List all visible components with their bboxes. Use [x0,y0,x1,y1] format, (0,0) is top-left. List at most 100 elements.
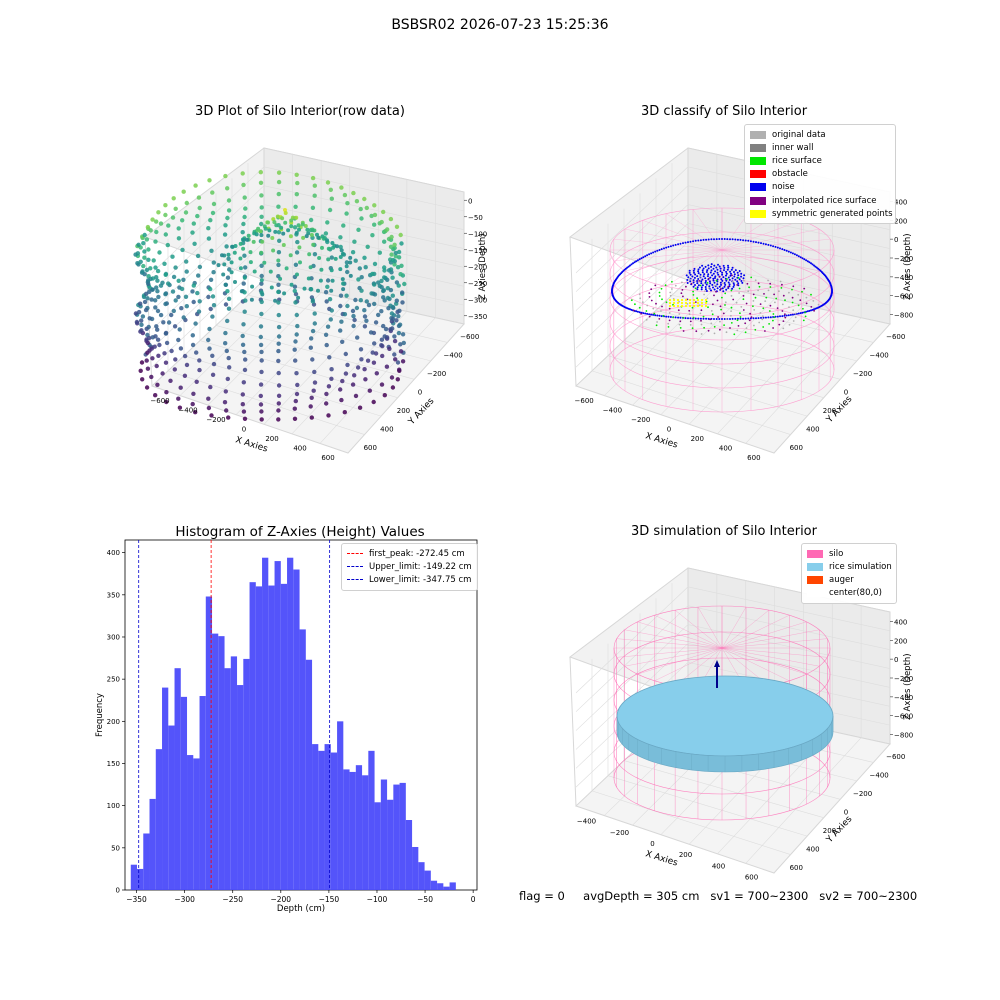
data-point [302,286,307,291]
surface-point [648,296,651,298]
data-point [292,406,297,411]
data-point [272,220,277,225]
noise-point [636,310,639,313]
surface-point [712,303,714,306]
noise-point [791,313,794,316]
silo-spoke [616,647,723,658]
data-point [149,374,154,380]
histogram-chart[interactable]: −350 −300 −250 −200 −150 −100 −50 0 0 50 100 150 20… [86,535,486,920]
data-point [150,287,155,292]
data-point [362,308,367,313]
noise-point [762,242,765,245]
panel1-3d-plot[interactable]: −600 −400 −200 0 200 400 600 600 400 200 0 −200 −40… [130,140,500,470]
noise-point [633,261,636,264]
data-point [353,297,358,303]
data-point [295,272,299,277]
panel1-xticks: −600 −400 −200 0 200 400 600 [150,397,334,462]
data-point [240,230,245,235]
surface-point [747,290,750,293]
surface-point [689,320,692,323]
data-point [292,284,298,289]
data-point [179,286,185,292]
data-point [259,281,264,286]
legend-item-silo: silo [807,547,891,560]
data-point [329,308,334,313]
xtick-label: −600 [150,397,169,405]
data-point [283,211,288,215]
legend-swatch [750,183,766,192]
data-point [362,367,367,372]
grid-line [745,317,862,444]
data-point [362,255,367,260]
data-point [398,342,403,347]
data-point [222,232,228,237]
data-point [365,358,371,363]
noise-point [642,312,645,315]
panel1-points [133,170,407,422]
data-point [350,308,356,314]
noise-point [692,285,695,288]
histogram-bar [162,687,169,890]
data-point [176,278,181,283]
surface-point [810,293,812,296]
histogram-xlabel: Depth (cm) [277,904,325,914]
data-point [284,266,289,271]
silo-spoke [721,228,820,251]
ytick-label: −400 [444,352,463,360]
noise-point [799,312,802,315]
data-point [223,389,228,394]
data-point [393,357,398,362]
noise-point [801,257,804,260]
data-point [243,298,248,303]
grid-line [575,643,891,750]
data-point [142,255,147,260]
panel4-3d-plot[interactable]: −400 −200 0 200 400 600 600 400 200 0 −200 −400 −60… [560,560,930,880]
surface-point [680,292,683,295]
data-point [163,292,168,297]
data-point [171,196,176,201]
surface-point [730,289,733,292]
noise-point [710,238,713,241]
data-point [289,224,294,229]
noise-point [769,244,772,247]
histogram-legend: first_peak: -272.45 cm Upper_limit: -149… [341,543,478,591]
ztick-label: −800 [894,732,913,740]
noise-point [739,317,742,320]
data-point [372,292,378,297]
data-point [373,320,379,325]
surface-point [713,325,716,328]
data-point [181,277,186,282]
surface-point [724,304,726,306]
data-point [294,215,299,220]
data-point [191,391,196,396]
surface-point [710,322,713,325]
data-point [196,309,202,314]
noise-point [732,282,735,285]
data-point [293,358,298,363]
panel4-rice-simulation [616,675,834,773]
data-point [327,207,333,213]
noise-point [801,311,804,314]
symmetric-point [672,301,676,305]
data-point [276,408,281,413]
data-point [293,339,298,344]
data-point [310,328,316,334]
surface-point [752,300,755,302]
ztick-label: −100 [468,230,487,238]
ztick-label: −600 [894,293,913,301]
silo-spoke [624,249,723,272]
surface-point [674,284,677,287]
data-point [194,350,199,355]
data-point [146,257,151,262]
noise-point [783,249,786,251]
data-point [223,330,228,336]
histogram-bar [405,820,413,890]
data-point [184,269,189,274]
legend-item-obstacle: obstacle [750,168,890,181]
data-point [310,205,316,210]
histogram-bar [237,685,244,890]
data-point [153,334,158,339]
surface-point [689,324,692,326]
symmetric-point [704,304,708,308]
data-point [365,244,370,249]
